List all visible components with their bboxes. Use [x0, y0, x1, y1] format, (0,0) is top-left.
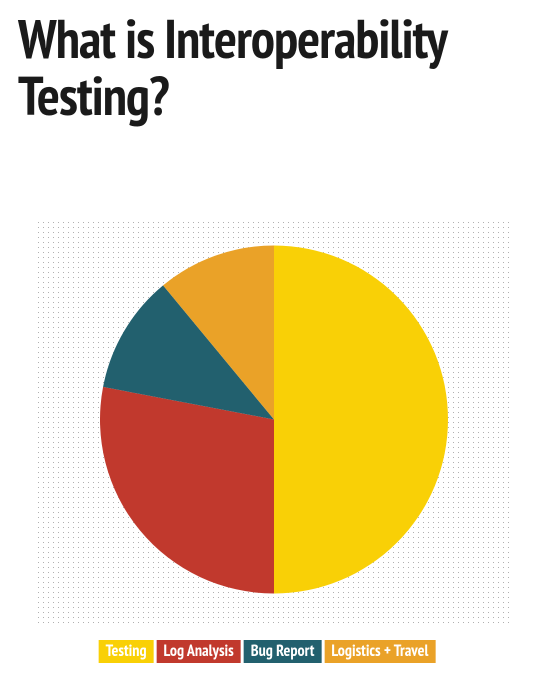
page-title: What is Interoperability Testing? — [0, 0, 534, 123]
legend: TestingLog AnalysisBug ReportLogistics +… — [99, 640, 436, 663]
legend-item: Logistics + Travel — [324, 640, 435, 663]
pie-svg — [100, 246, 448, 594]
pie-slice — [100, 387, 274, 594]
chart-area — [36, 220, 512, 624]
pie-chart — [100, 246, 448, 599]
legend-item: Log Analysis — [157, 640, 241, 663]
legend-item: Bug Report — [244, 640, 322, 663]
pie-slice — [274, 246, 448, 594]
legend-item: Testing — [99, 640, 154, 663]
